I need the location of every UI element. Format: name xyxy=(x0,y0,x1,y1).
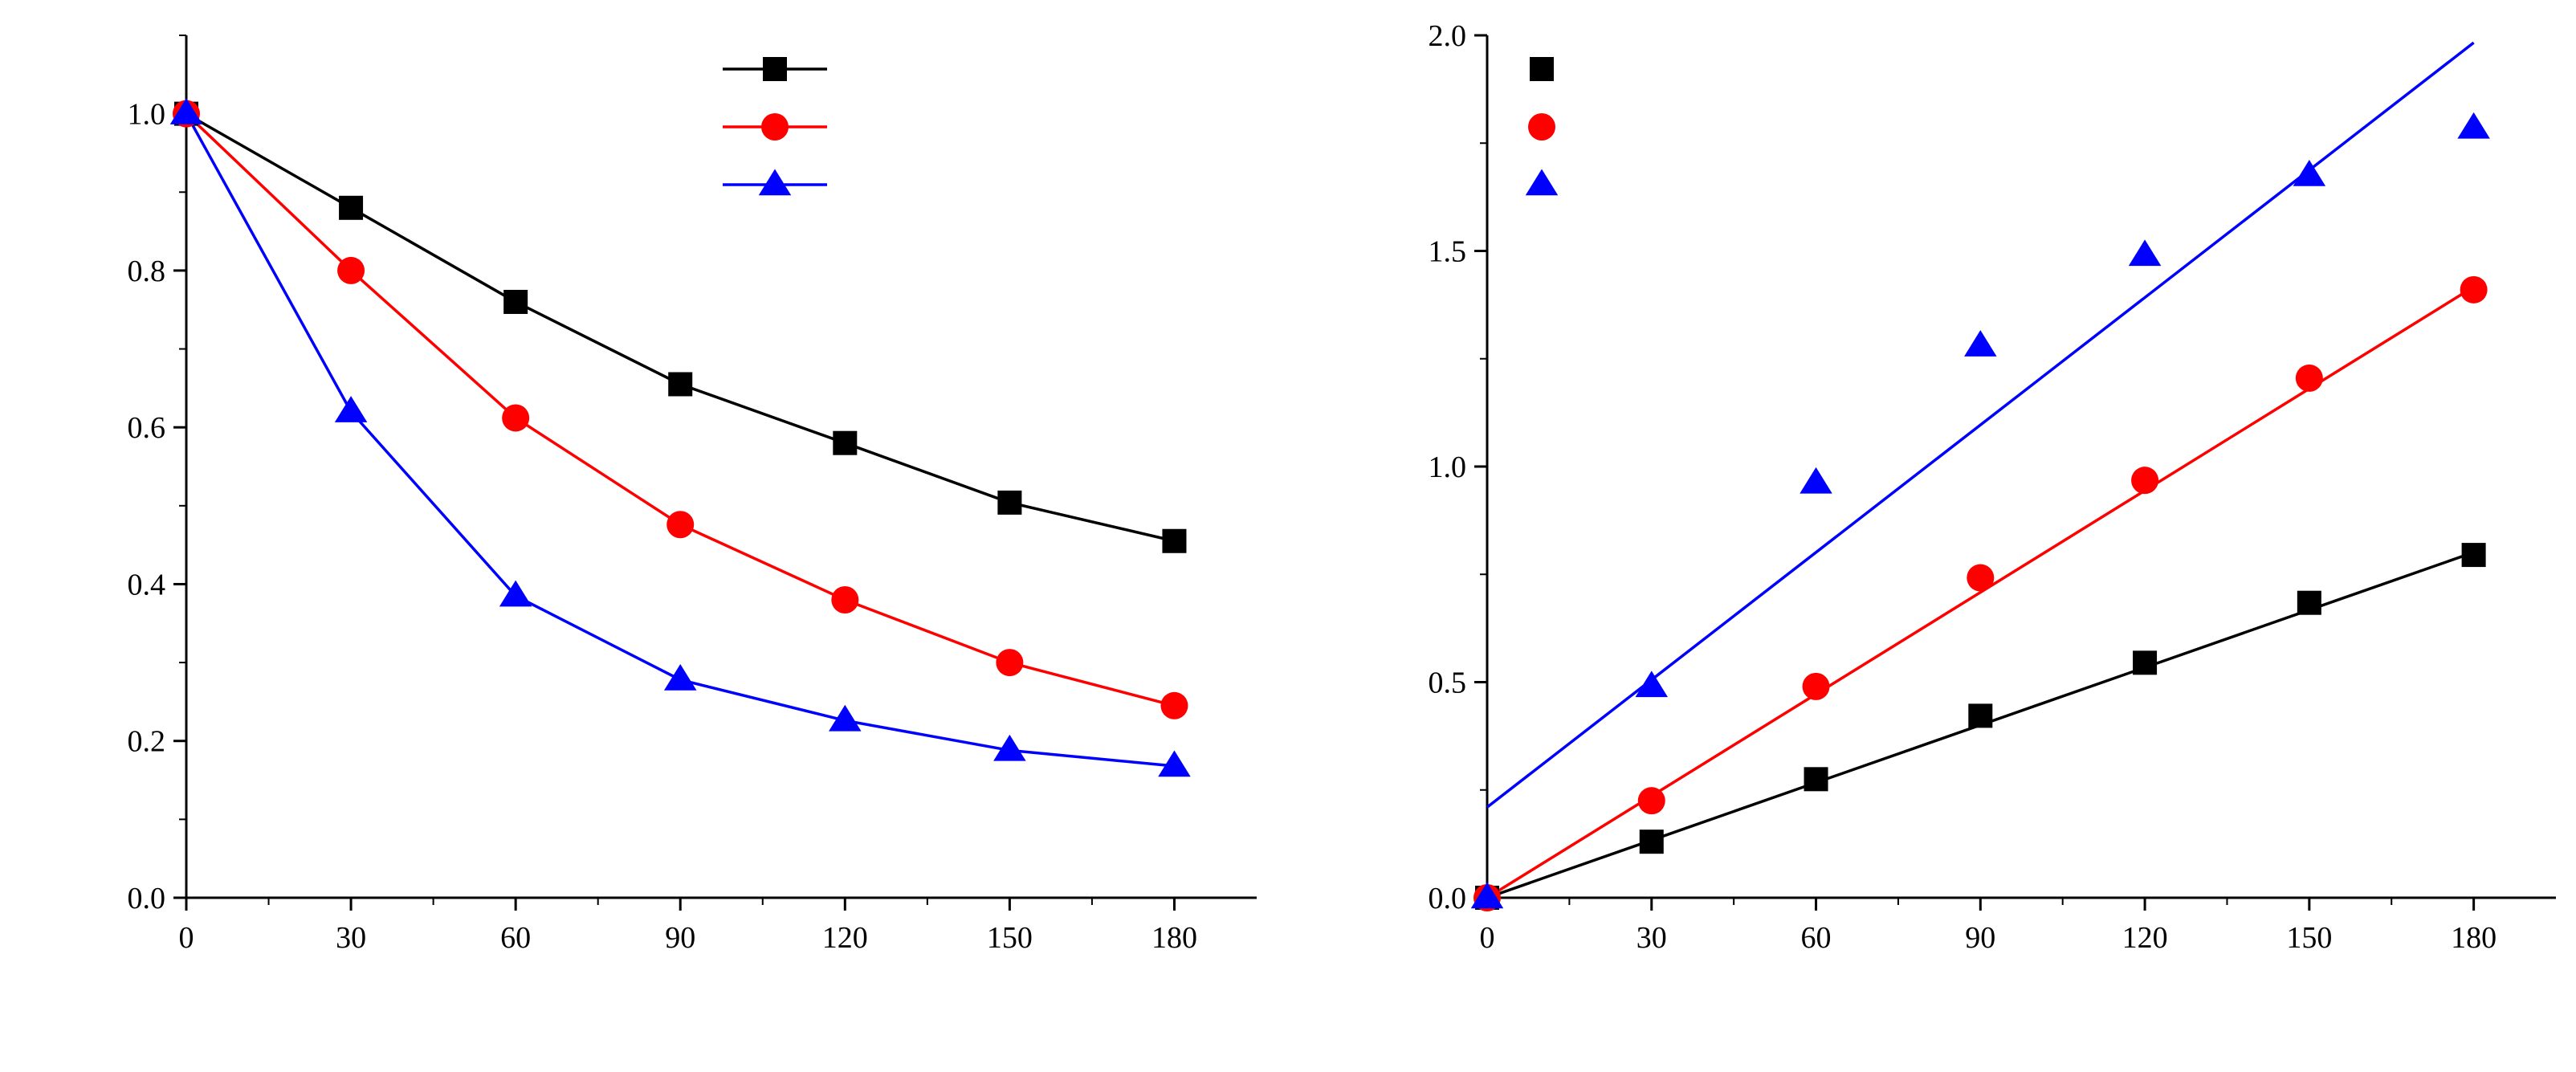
a-data-point-1 xyxy=(666,511,695,539)
a-x-tick-label: 30 xyxy=(336,921,366,955)
b-y-tick-label: 0.0 xyxy=(1429,882,1467,915)
a-data-point-1 xyxy=(502,404,530,432)
a-data-point-1 xyxy=(1160,691,1188,719)
b-x-tick-label: 30 xyxy=(1636,921,1667,955)
b-data-point-1 xyxy=(2460,275,2488,304)
b-fit-line-2 xyxy=(1486,41,2475,809)
a-data-point-0 xyxy=(997,490,1022,515)
a-data-point-0 xyxy=(339,195,364,220)
b-data-point-2 xyxy=(1635,671,1669,698)
b-data-point-1 xyxy=(1637,787,1665,815)
a-y-tick-label: 0.2 xyxy=(128,725,166,759)
a-y-tick-label: 0.4 xyxy=(128,568,166,601)
b-x-tick-label: 180 xyxy=(2451,921,2497,955)
a-data-point-1 xyxy=(996,649,1024,677)
a-data-point-0 xyxy=(1162,528,1187,553)
b-data-point-1 xyxy=(2131,467,2159,495)
a-data-point-2 xyxy=(169,98,203,124)
a-legend-marker-1 xyxy=(761,113,789,141)
b-x-tick-label: 90 xyxy=(1965,921,1995,955)
a-y-tick-label: 0.6 xyxy=(128,411,166,445)
a-data-point-1 xyxy=(337,256,365,284)
b-data-point-2 xyxy=(2457,112,2490,139)
a-data-point-0 xyxy=(668,372,693,397)
a-series-line-0 xyxy=(185,112,1175,543)
a-y-tick-label: 0.8 xyxy=(128,255,166,288)
a-x-tick-label: 150 xyxy=(987,921,1033,955)
a-series-line-1 xyxy=(185,112,1175,707)
b-legend-marker-2 xyxy=(1525,169,1559,196)
b-legend-marker-0 xyxy=(1530,57,1554,81)
b-data-point-2 xyxy=(2293,159,2326,186)
b-y-tick-label: 1.0 xyxy=(1429,450,1467,484)
b-x-tick-label: 120 xyxy=(2122,921,2168,955)
b-data-point-2 xyxy=(1800,467,1832,494)
a-data-point-2 xyxy=(829,704,862,732)
b-x-tick-label: 150 xyxy=(2286,921,2332,955)
panel-a-chart: 0 30 60 90 120 150 180 0.0 0.2 0.4 0.6 0.8 1.0 xyxy=(128,35,1257,955)
b-fit-line-1 xyxy=(1486,285,2475,899)
b-data-point-2 xyxy=(1470,882,1504,909)
b-data-point-0 xyxy=(1639,829,1664,854)
a-x-tick-label: 120 xyxy=(822,921,868,955)
a-data-point-2 xyxy=(993,734,1026,761)
a-data-point-2 xyxy=(1158,750,1191,777)
b-data-point-0 xyxy=(1804,767,1828,792)
a-y-tick-label: 1.0 xyxy=(128,98,166,132)
a-data-point-0 xyxy=(833,430,858,455)
b-data-point-0 xyxy=(2461,543,2486,568)
b-data-point-1 xyxy=(1967,564,1995,592)
b-data-point-2 xyxy=(2128,239,2162,267)
b-y-tick-label: 2.0 xyxy=(1429,19,1467,53)
a-legend-marker-2 xyxy=(758,169,792,196)
b-data-point-1 xyxy=(1802,672,1830,700)
panel-b-chart: 0 30 60 90 120 150 180 0.0 0.5 1.0 1.5 2.0 xyxy=(1429,19,2556,955)
a-x-tick-label: 90 xyxy=(665,921,695,955)
b-x-tick-label: 0 xyxy=(1480,921,1495,955)
a-data-point-0 xyxy=(503,289,528,314)
a-data-point-1 xyxy=(831,585,859,613)
a-data-point-2 xyxy=(334,396,368,422)
b-legend-marker-1 xyxy=(1528,113,1555,141)
b-data-point-2 xyxy=(1964,330,1997,357)
b-data-point-0 xyxy=(1968,703,1993,728)
a-x-tick-label: 0 xyxy=(179,921,194,955)
a-data-point-2 xyxy=(499,580,532,607)
a-x-tick-label: 180 xyxy=(1151,921,1197,955)
b-x-tick-label: 60 xyxy=(1801,921,1832,955)
a-y-tick-label: 0.0 xyxy=(128,882,166,915)
a-x-tick-label: 60 xyxy=(500,921,531,955)
b-data-point-1 xyxy=(2295,364,2323,392)
b-data-point-0 xyxy=(2133,650,2158,675)
a-legend-marker-0 xyxy=(763,57,787,81)
b-y-tick-label: 0.5 xyxy=(1429,666,1467,700)
a-data-point-2 xyxy=(663,664,697,691)
b-y-tick-label: 1.5 xyxy=(1429,235,1467,269)
b-data-point-0 xyxy=(2297,590,2321,615)
